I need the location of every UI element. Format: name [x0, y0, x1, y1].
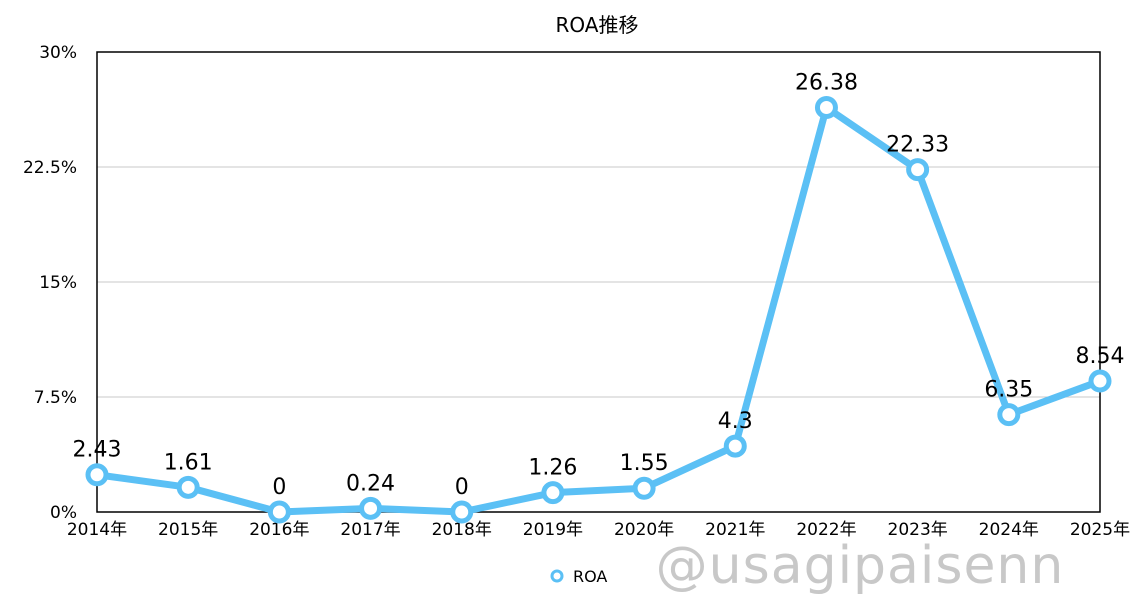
data-point [632, 476, 656, 500]
x-tick-label: 2015年 [158, 520, 218, 540]
y-gridlines [97, 51, 1100, 513]
data-point [359, 496, 383, 520]
data-point [997, 403, 1021, 427]
x-tick-label: 2017年 [340, 520, 400, 540]
data-label: 6.35 [984, 378, 1033, 403]
data-label: 0.24 [346, 471, 395, 496]
data-label: 1.26 [528, 456, 577, 481]
data-label: 8.54 [1076, 344, 1125, 369]
y-tick-label: 0% [50, 503, 77, 523]
plot-area-frame [96, 51, 1101, 513]
data-label: 22.33 [886, 133, 949, 158]
series-line-roa [93, 104, 1104, 516]
data-point [723, 434, 747, 458]
watermark-text: @usagipaisenn [656, 536, 1065, 596]
legend: ROA [550, 567, 607, 586]
x-tick-label: 2021年 [705, 520, 765, 540]
y-tick-label: 30% [39, 43, 77, 63]
data-point [450, 500, 474, 524]
y-axis-ticks: 0% 7.5% 15% 22.5% 30% [23, 43, 77, 523]
legend-marker-roa [550, 569, 564, 583]
legend-label-roa: ROA [573, 567, 607, 586]
x-tick-label: 2023年 [888, 520, 948, 540]
x-tick-label: 2020年 [614, 520, 674, 540]
data-point [267, 500, 291, 524]
data-point [176, 475, 200, 499]
data-label: 26.38 [795, 71, 858, 96]
data-point [85, 463, 109, 487]
x-tick-label: 2024年 [979, 520, 1039, 540]
x-tick-label: 2025年 [1070, 520, 1130, 540]
x-tick-label: 2022年 [796, 520, 856, 540]
data-point [906, 158, 930, 182]
x-tick-label: 2018年 [432, 520, 492, 540]
chart-title: ROA推移 [556, 13, 639, 37]
x-tick-label: 2019年 [523, 520, 583, 540]
data-label: 1.61 [164, 450, 213, 475]
data-point [1088, 369, 1112, 393]
data-label: 0 [272, 475, 286, 500]
data-label: 1.55 [620, 451, 669, 476]
x-axis-ticks: 2014年 2015年 2016年 2017年 2018年 2019年 2020年 2021年… [67, 520, 1130, 540]
y-tick-label: 15% [39, 273, 77, 293]
data-label: 0 [455, 475, 469, 500]
y-tick-label: 22.5% [23, 158, 77, 178]
data-label: 2.43 [73, 438, 122, 463]
data-point [541, 481, 565, 505]
series-roa [85, 96, 1112, 524]
y-tick-label: 7.5% [34, 388, 77, 408]
x-tick-label: 2016年 [249, 520, 309, 540]
data-point [814, 96, 838, 120]
data-labels: 2.43 1.61 0 0.24 0 1.26 1.55 4.3 26.38 22.33 6.35 8… [73, 71, 1125, 500]
data-label: 4.3 [718, 409, 753, 434]
x-tick-label: 2014年 [67, 520, 127, 540]
